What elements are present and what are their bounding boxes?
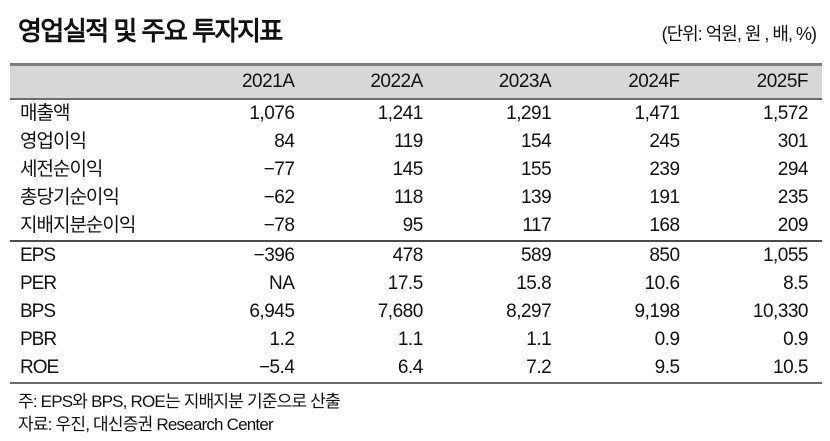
cell-value: 10.6 <box>644 273 680 294</box>
cell-value: 1,291 <box>506 103 552 124</box>
cell-value: 1,076 <box>249 103 295 124</box>
page-title: 영업실적 및 주요 투자지표 <box>18 16 283 46</box>
table-row: 영업이익 84 119 154 245 301 <box>10 128 822 156</box>
cell-value: 155 <box>520 159 552 180</box>
cell-value: 139 <box>520 187 552 208</box>
table-row: 총당기순이익 −62 118 139 191 235 <box>10 184 822 212</box>
row-label: PER <box>20 273 57 294</box>
row-label: ROE <box>10 354 180 384</box>
table-header-row: 영업실적 및 주요 투자지표 (단위: 억원, 원 , 배, %) <box>10 12 822 48</box>
cell-value: 117 <box>522 215 552 236</box>
row-label: 총당기순이익 <box>20 187 120 208</box>
cell-value: −62 <box>263 187 295 208</box>
cell-value: 1,572 <box>762 103 809 124</box>
cell-value: 15.8 <box>516 273 552 294</box>
cell-value: −77 <box>263 159 295 180</box>
cell-value: 84 <box>274 131 295 152</box>
row-label: EPS <box>10 240 180 270</box>
table-row: EPS −396 478 589 850 1,055 <box>10 240 822 270</box>
year-header-row: 2021A 2022A 2023A 2024F 2025F <box>10 63 822 100</box>
column-header-2021a: 2021A <box>180 63 309 100</box>
cell-value: −5.4 <box>180 354 309 384</box>
cell-value: 154 <box>520 131 552 152</box>
cell-value: 7.2 <box>436 354 566 384</box>
table-row: BPS 6,945 7,680 8,297 9,198 10,330 <box>10 298 822 326</box>
cell-value: 9.5 <box>565 354 694 384</box>
valuation-section: EPS −396 478 589 850 1,055 PER NA 17.5 1… <box>10 240 822 384</box>
column-header-2024f: 2024F <box>565 63 694 100</box>
row-label: 지배지분순이익 <box>20 215 136 236</box>
cell-value: 9,198 <box>634 301 681 322</box>
cell-value: 6.4 <box>308 354 437 384</box>
cell-value: 1.1 <box>526 329 552 350</box>
cell-value: 1,241 <box>377 103 424 124</box>
cell-value: 0.9 <box>783 329 808 350</box>
cell-value: 1,055 <box>693 240 822 270</box>
cell-value: 8.5 <box>783 273 808 294</box>
cell-value: 10.5 <box>693 354 822 384</box>
row-label: 세전순이익 <box>20 159 103 180</box>
income-section: 매출액 1,076 1,241 1,291 1,471 1,572 영업이익 8… <box>10 99 822 241</box>
cell-value: 0.9 <box>654 329 680 350</box>
column-header-2025f: 2025F <box>693 63 822 100</box>
cell-value: 294 <box>777 159 809 180</box>
table-row: PBR 1.2 1.1 1.1 0.9 0.9 <box>10 326 822 354</box>
corner-cell <box>10 63 180 100</box>
cell-value: 8,297 <box>506 301 552 322</box>
column-header-2023a: 2023A <box>436 63 566 100</box>
cell-value: 478 <box>308 240 437 270</box>
financial-table: 2021A 2022A 2023A 2024F 2025F 매출액 1,076 … <box>10 63 822 384</box>
units-label: (단위: 억원, 원 , 배, %) <box>661 24 817 44</box>
cell-value: 118 <box>393 187 423 208</box>
row-label: BPS <box>20 301 56 322</box>
table-row: ROE −5.4 6.4 7.2 9.5 10.5 <box>10 354 822 384</box>
cell-value: −396 <box>180 240 309 270</box>
cell-value: 145 <box>392 159 424 180</box>
cell-value: 245 <box>649 131 680 152</box>
cell-value: NA <box>268 273 295 294</box>
footnote-note: 주: EPS와 BPS, ROE는 지배지분 기준으로 산출 <box>18 392 341 411</box>
cell-value: 17.5 <box>387 273 423 294</box>
table-row: 지배지분순이익 −78 95 117 168 209 <box>10 212 822 241</box>
row-label: 영업이익 <box>20 131 87 152</box>
cell-value: 850 <box>565 240 694 270</box>
cell-value: 209 <box>777 215 809 236</box>
cell-value: 95 <box>402 215 424 236</box>
cell-value: −78 <box>263 215 295 236</box>
row-label: 매출액 <box>20 103 70 124</box>
cell-value: 1,471 <box>634 103 681 124</box>
cell-value: 239 <box>649 159 680 180</box>
cell-value: 301 <box>777 131 809 152</box>
cell-value: 1.1 <box>397 329 423 350</box>
footnote-source: 자료: 우진, 대신증권 Research Center <box>18 415 274 434</box>
cell-value: 1.2 <box>269 329 295 350</box>
table-head: 2021A 2022A 2023A 2024F 2025F <box>10 63 822 100</box>
cell-value: 589 <box>436 240 566 270</box>
cell-value: 7,680 <box>377 301 424 322</box>
table-row: 세전순이익 −77 145 155 239 294 <box>10 156 822 184</box>
cell-value: 119 <box>393 131 423 152</box>
table-row: 매출액 1,076 1,241 1,291 1,471 1,572 <box>10 99 822 128</box>
cell-value: 191 <box>649 187 680 208</box>
cell-value: 168 <box>649 215 680 236</box>
cell-value: 6,945 <box>249 301 295 322</box>
cell-value: 235 <box>777 187 809 208</box>
footnotes: 주: EPS와 BPS, ROE는 지배지분 기준으로 산출 자료: 우진, 대… <box>10 384 822 436</box>
row-label: PBR <box>20 329 57 350</box>
column-header-2022a: 2022A <box>308 63 437 100</box>
table-row: PER NA 17.5 15.8 10.6 8.5 <box>10 270 822 298</box>
cell-value: 10,330 <box>752 301 809 322</box>
